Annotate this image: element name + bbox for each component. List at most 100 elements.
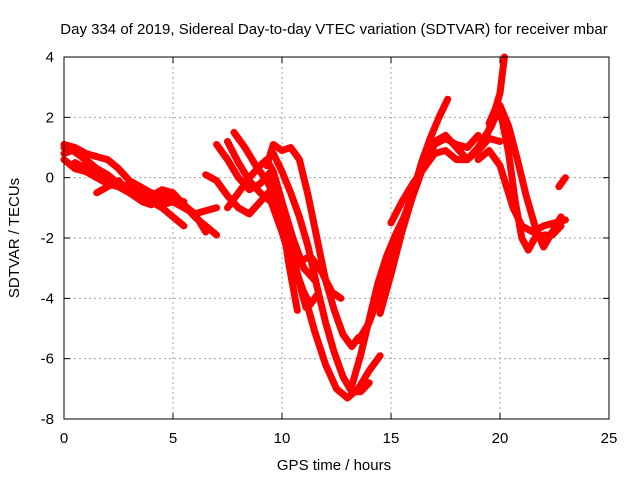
data-point [296, 156, 303, 163]
data-point [366, 367, 373, 374]
data-point [159, 186, 166, 193]
data-point [512, 198, 519, 205]
data-point [475, 156, 482, 163]
data-point [409, 180, 416, 187]
data-point [497, 138, 503, 145]
data-point [289, 259, 296, 266]
data-point [104, 156, 111, 163]
data-point [213, 231, 220, 238]
data-point [115, 165, 122, 172]
data-point [464, 156, 471, 163]
data-point [305, 244, 312, 251]
data-point [331, 349, 338, 356]
data-point [398, 228, 405, 235]
y-tick-label: -6 [41, 351, 54, 368]
data-point [126, 189, 133, 196]
data-point [231, 129, 238, 136]
series-track-17 [376, 131, 504, 317]
data-point [431, 150, 438, 157]
x-tick-label: 15 [383, 430, 400, 447]
data-point [442, 132, 449, 139]
data-point [180, 222, 187, 229]
data-point [560, 177, 567, 184]
data-point [562, 216, 569, 223]
data-point [549, 228, 556, 235]
data-point [213, 204, 220, 211]
data-point [444, 96, 451, 103]
data-point [377, 310, 384, 317]
data-point [213, 177, 220, 184]
data-point [525, 247, 532, 254]
data-point [475, 144, 482, 151]
data-point [398, 198, 405, 205]
data-point [488, 123, 495, 130]
data-point [93, 189, 100, 196]
data-point [159, 204, 166, 211]
data-point [235, 204, 242, 211]
data-point [322, 277, 329, 284]
data-point [287, 189, 294, 196]
data-point [383, 253, 390, 260]
data-point [313, 235, 320, 241]
data-point [558, 213, 565, 220]
data-point [202, 207, 209, 214]
data-point [377, 352, 384, 359]
x-tick-label: 25 [601, 430, 618, 447]
data-point [479, 138, 486, 145]
data-point [505, 150, 512, 157]
chart-title: Day 334 of 2019, Sidereal Day-to-day VTE… [60, 21, 607, 38]
data-point [279, 168, 285, 175]
y-tick-label: -2 [41, 230, 54, 247]
data-point [562, 174, 569, 181]
data-point [505, 123, 512, 130]
data-point [497, 162, 503, 169]
data-point [322, 319, 329, 326]
data-point [246, 174, 253, 181]
data-point [540, 244, 547, 251]
data-point [289, 235, 296, 241]
data-point [355, 337, 362, 344]
data-point [82, 150, 89, 157]
series-line [479, 101, 565, 251]
data-point [202, 222, 209, 229]
data-point [213, 141, 220, 148]
data-point [71, 159, 78, 166]
data-point [287, 144, 294, 151]
data-point [93, 168, 100, 175]
data-point [270, 168, 277, 175]
series-track-22 [555, 174, 569, 191]
data-point [170, 213, 176, 220]
series-track-6 [93, 177, 221, 239]
data-point [224, 138, 231, 145]
series-line [263, 141, 362, 351]
data-point [337, 295, 344, 302]
data-point [503, 183, 510, 190]
x-tick-label: 20 [492, 430, 509, 447]
data-point [300, 289, 307, 296]
data-point [268, 198, 275, 205]
data-point [348, 382, 355, 389]
series-track-14 [289, 258, 384, 402]
data-point [257, 180, 264, 187]
x-tick-label: 5 [169, 430, 177, 447]
data-point [126, 177, 133, 184]
data-point [170, 198, 176, 205]
data-point [82, 165, 89, 172]
data-point [235, 174, 242, 181]
series-track-21 [479, 101, 565, 251]
data-series [60, 53, 569, 402]
y-tick-label: -8 [41, 411, 54, 428]
data-point [540, 222, 547, 229]
data-point [340, 331, 347, 338]
data-point [257, 198, 264, 205]
data-point [331, 307, 338, 314]
data-point [180, 201, 187, 208]
data-point [296, 213, 303, 220]
data-point [453, 144, 460, 151]
data-point [300, 265, 307, 272]
data-point [486, 147, 493, 154]
data-point [93, 174, 100, 181]
data-point [263, 162, 270, 169]
series-track-12 [263, 141, 362, 351]
